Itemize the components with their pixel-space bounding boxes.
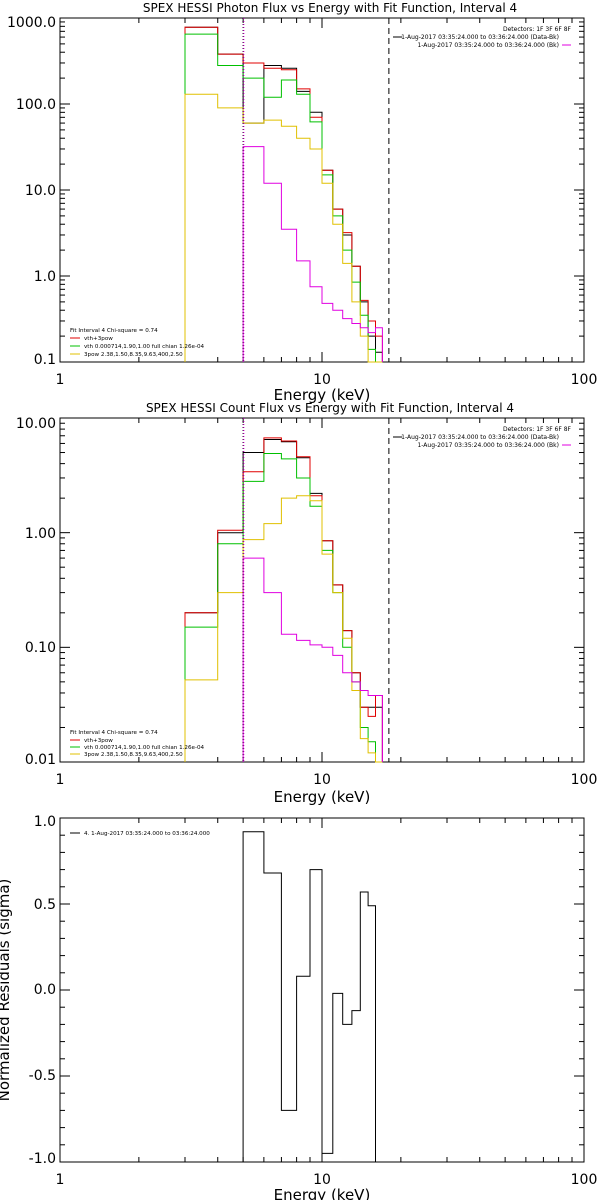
p2-legend-bk: 1-Aug-2017 03:35:24.000 to 03:36:24.000 … (417, 442, 559, 449)
photon-flux-title: SPEX HESSI Photon Flux vs Energy with Fi… (143, 1, 517, 15)
p1-legend-detectors: Detectors: 1F 3F 6F 8F (503, 26, 572, 33)
photon-flux-panel: SPEX HESSI Photon Flux vs Energy with Fi… (7, 1, 597, 404)
p2-series-2-line (184, 453, 383, 763)
p1-y-tick-1: 1.0 (34, 269, 56, 285)
p3-y-tick-minus0.5: -0.5 (29, 1068, 56, 1084)
p1-y-tick-10: 10.0 (25, 183, 56, 199)
p1-x-axis-label: Energy (keV) (274, 386, 371, 404)
p1-x-tick-10: 10 (313, 372, 331, 388)
p2-y-tick-1: 1.00 (25, 526, 56, 542)
p1-y-tick-100: 100.0 (16, 97, 56, 113)
p1-series-2-line (184, 33, 383, 363)
p1-series-0-line (184, 26, 383, 362)
p2-legend-3pow: 3pow 2.38,1.50,8.35,9.63,400,2.50 (84, 752, 183, 758)
count-flux-title: SPEX HESSI Count Flux vs Energy with Fit… (146, 401, 514, 415)
p1-legend-vth: vth 0.000714,1.90,1.00 full chian 1.26e-… (84, 344, 205, 350)
p3-series-0-line (242, 831, 376, 1162)
p1-y-tick-0.1: 0.1 (34, 352, 56, 368)
p1-x-tick-1: 1 (56, 372, 65, 388)
photon-flux-ticks (59, 18, 584, 363)
p1-legend-bk: 1-Aug-2017 03:35:24.000 to 03:36:24.000 … (417, 42, 559, 49)
p2-y-tick-10: 10.00 (16, 416, 56, 432)
p2-y-tick-0.1: 0.10 (25, 640, 56, 656)
count-flux-series (184, 437, 383, 763)
p1-fit-header: Fit Interval 4 Chi-square = 0.74 (70, 328, 158, 334)
p3-x-tick-100: 100 (571, 1172, 598, 1188)
p1-legend-sum: vth+3pow (84, 336, 113, 342)
p2-legend-data: 1-Aug-2017 03:35:24.000 to 03:36:24.000 … (401, 434, 559, 441)
photon-flux-series (184, 26, 383, 363)
p2-legend-detectors: Detectors: 1F 3F 6F 8F (503, 426, 572, 433)
p1-x-tick-100: 100 (571, 372, 598, 388)
p3-x-tick-10: 10 (313, 1172, 331, 1188)
count-flux-ticks (59, 418, 584, 763)
p1-series-1-line (184, 26, 383, 362)
p1-legend-data: 1-Aug-2017 03:35:24.000 to 03:36:24.000 … (401, 34, 559, 41)
p2-y-tick-0.01: 0.01 (25, 752, 56, 768)
p2-series-1-line (184, 437, 383, 762)
p3-x-axis-label: Energy (keV) (274, 1186, 371, 1200)
residuals-panel: 1.0 0.5 0.0 -0.5 -1.0 1 10 100 Energy (k… (0, 814, 597, 1200)
residuals-series (242, 831, 376, 1162)
p3-y-tick-1.0: 1.0 (34, 814, 56, 830)
p2-legend-vth: vth 0.000714,1.90,1.00 full chian 1.26e-… (84, 745, 205, 751)
p2-fit-header: Fit Interval 4 Chi-square = 0.74 (70, 730, 158, 736)
p2-x-tick-1: 1 (56, 772, 65, 788)
p2-x-tick-10: 10 (313, 772, 331, 788)
p1-legend-3pow: 3pow 2.38,1.50,8.35,9.63,400,2.50 (84, 352, 183, 358)
p1-series-3-line (184, 93, 383, 363)
p3-x-tick-1: 1 (56, 1172, 65, 1188)
p2-x-tick-100: 100 (571, 772, 598, 788)
p1-series-4-line (242, 146, 383, 362)
count-flux-panel: SPEX HESSI Count Flux vs Energy with Fit… (16, 401, 597, 806)
photon-flux-vlines (242, 18, 390, 362)
p3-legend-label: 4. 1-Aug-2017 03:35:24.000 to 03:36:24.0… (84, 831, 210, 837)
p2-legend-sum: vth+3pow (84, 738, 113, 744)
p3-y-tick-0.5: 0.5 (34, 897, 56, 913)
p2-series-0-line (184, 439, 383, 762)
count-flux-vlines (242, 418, 390, 762)
p2-series-3-line (184, 495, 383, 763)
p3-y-tick-0.0: 0.0 (34, 982, 56, 998)
count-flux-axes (59, 417, 585, 763)
photon-flux-axes (59, 17, 585, 363)
p3-y-axis-label: Normalized Residuals (sigma) (0, 879, 13, 1102)
p3-y-tick-minus1.0: -1.0 (29, 1151, 56, 1167)
p2-x-axis-label: Energy (keV) (274, 788, 371, 806)
p2-series-4-line (242, 557, 383, 762)
p1-y-tick-1000: 1000.0 (7, 15, 56, 31)
